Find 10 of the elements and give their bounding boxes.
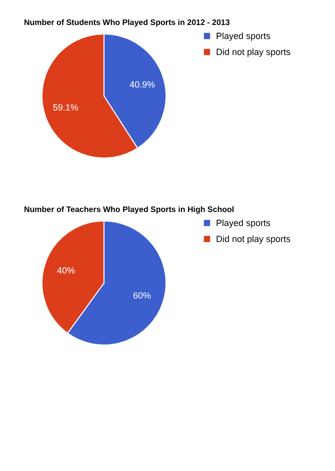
data-label: 40.9% (130, 80, 156, 90)
legend-label: Did not play sports (216, 47, 292, 57)
data-label: 40% (56, 266, 75, 276)
legend-label: Played sports (216, 218, 272, 228)
legend-label: Did not play sports (216, 234, 292, 244)
data-label: 59.1% (52, 102, 78, 112)
chart-title: Number of Students Who Played Sports in 2012 - 2013 (24, 18, 230, 27)
chart-title: Number of Teachers Who Played Sports in High School (24, 205, 234, 214)
legend-label: Played sports (216, 31, 272, 41)
data-label: 60% (133, 290, 152, 300)
